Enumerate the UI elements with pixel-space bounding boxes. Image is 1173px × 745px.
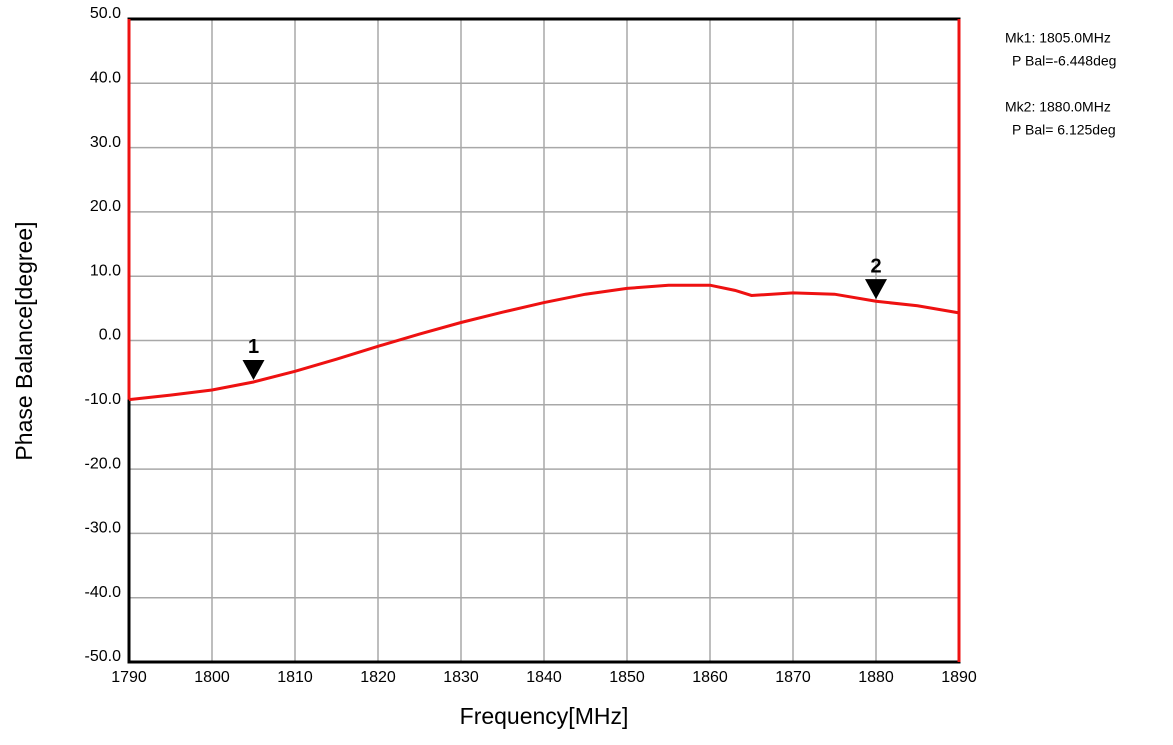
x-tick-label: 1790 xyxy=(111,669,147,686)
marker-label: 2 xyxy=(870,255,881,277)
y-tick-label: 20.0 xyxy=(90,198,121,215)
trace xyxy=(128,283,960,402)
x-tick-label: 1830 xyxy=(443,669,479,686)
x-tick-label: 1840 xyxy=(526,669,562,686)
x-axis-label: Frequency[MHz] xyxy=(460,703,629,729)
marker-label: 1 xyxy=(248,336,259,358)
y-tick-label: 50.0 xyxy=(90,5,121,22)
y-tick-label: 40.0 xyxy=(90,70,121,87)
y-tick-label: -20.0 xyxy=(85,455,122,472)
marker-readout: Mk2: 1880.0MHz xyxy=(1005,99,1111,115)
x-tick-label: 1810 xyxy=(277,669,313,686)
x-tick-label: 1890 xyxy=(941,669,977,686)
marker-readout: P Bal= 6.125deg xyxy=(1012,122,1116,138)
x-tick-label: 1850 xyxy=(609,669,645,686)
marker xyxy=(242,359,265,380)
y-tick-label: -30.0 xyxy=(85,520,122,537)
marker-readout: Mk1: 1805.0MHz xyxy=(1005,30,1111,46)
marker xyxy=(865,279,887,300)
x-tick-label: 1800 xyxy=(194,669,230,686)
y-tick-label: -50.0 xyxy=(85,648,122,665)
x-tick-label: 1860 xyxy=(692,669,728,686)
x-tick-label: 1870 xyxy=(775,669,811,686)
x-tick-label: 1820 xyxy=(360,669,396,686)
y-tick-label: -10.0 xyxy=(85,391,122,408)
y-tick-label: 10.0 xyxy=(90,262,121,279)
y-tick-label: -40.0 xyxy=(85,584,122,601)
y-tick-label: 30.0 xyxy=(90,134,121,151)
y-axis-label: Phase Balance[degree] xyxy=(11,221,37,460)
marker-readout: P Bal=-6.448deg xyxy=(1012,53,1116,69)
y-tick-label: 0.0 xyxy=(99,327,121,344)
x-tick-label: 1880 xyxy=(858,669,894,686)
